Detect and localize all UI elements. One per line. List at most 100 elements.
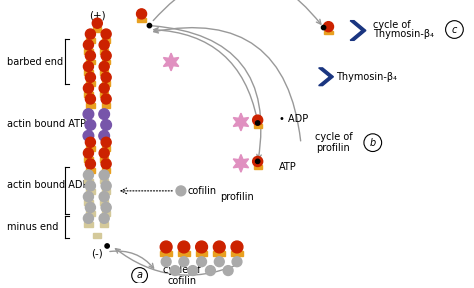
Bar — [84, 200, 92, 205]
Circle shape — [206, 266, 215, 276]
Circle shape — [253, 156, 263, 166]
Circle shape — [188, 266, 198, 276]
Bar — [84, 179, 92, 183]
Bar — [84, 70, 92, 75]
Circle shape — [170, 266, 180, 276]
Bar — [86, 103, 94, 108]
Circle shape — [231, 241, 243, 253]
Bar — [100, 70, 108, 75]
Circle shape — [232, 257, 242, 267]
Bar — [102, 60, 110, 65]
Circle shape — [99, 170, 109, 180]
Circle shape — [255, 159, 260, 164]
Circle shape — [83, 192, 93, 202]
Text: ATP: ATP — [279, 162, 297, 172]
Bar — [100, 157, 108, 162]
Circle shape — [99, 109, 109, 120]
Bar — [102, 211, 110, 216]
Circle shape — [99, 148, 109, 158]
Bar — [160, 251, 172, 256]
Bar — [86, 168, 94, 173]
Circle shape — [160, 241, 172, 253]
Polygon shape — [350, 21, 366, 40]
Circle shape — [83, 40, 93, 50]
Text: actin bound ADP: actin bound ADP — [7, 180, 88, 190]
Circle shape — [196, 241, 208, 253]
FancyArrowPatch shape — [154, 28, 301, 141]
Bar — [86, 146, 94, 151]
Bar — [100, 200, 108, 205]
Circle shape — [85, 181, 95, 191]
Bar — [93, 27, 101, 32]
Circle shape — [85, 51, 95, 61]
Circle shape — [83, 170, 93, 180]
Circle shape — [85, 94, 95, 104]
Bar — [86, 190, 94, 194]
FancyArrowPatch shape — [110, 251, 154, 268]
Circle shape — [101, 202, 111, 213]
Bar — [84, 92, 92, 97]
Bar — [84, 222, 92, 227]
Text: Thymosin-β₄: Thymosin-β₄ — [373, 29, 434, 39]
Bar — [102, 146, 110, 151]
Bar — [102, 81, 110, 86]
Circle shape — [197, 257, 207, 267]
Bar — [254, 165, 262, 169]
Circle shape — [85, 120, 96, 130]
Circle shape — [83, 148, 93, 158]
Polygon shape — [164, 53, 179, 71]
Circle shape — [83, 130, 94, 141]
Bar — [254, 124, 262, 128]
Circle shape — [83, 213, 93, 223]
Bar — [324, 31, 333, 35]
FancyArrowPatch shape — [153, 0, 321, 24]
Text: c: c — [452, 24, 457, 35]
FancyArrowPatch shape — [154, 28, 257, 119]
Circle shape — [99, 83, 109, 93]
Circle shape — [83, 83, 93, 93]
Bar — [196, 251, 208, 256]
Bar — [213, 251, 225, 256]
Circle shape — [83, 109, 94, 120]
Circle shape — [99, 40, 109, 50]
Circle shape — [99, 130, 109, 141]
Circle shape — [85, 137, 95, 147]
Text: minus end: minus end — [7, 222, 58, 232]
Text: barbed end: barbed end — [7, 57, 63, 67]
Text: • ADP: • ADP — [279, 114, 309, 124]
Circle shape — [85, 202, 95, 213]
Bar — [231, 251, 243, 256]
Circle shape — [101, 94, 111, 104]
Circle shape — [161, 257, 171, 267]
Bar — [178, 251, 190, 256]
Bar — [137, 18, 146, 22]
FancyArrowPatch shape — [116, 249, 237, 275]
Circle shape — [179, 257, 189, 267]
Bar — [86, 81, 94, 86]
Bar — [93, 233, 101, 238]
Bar — [102, 38, 110, 43]
Circle shape — [223, 266, 233, 276]
Polygon shape — [233, 113, 248, 131]
Bar — [102, 168, 110, 173]
Circle shape — [321, 25, 326, 30]
Circle shape — [323, 22, 334, 32]
Bar — [102, 190, 110, 194]
Bar — [100, 92, 108, 97]
Circle shape — [101, 51, 111, 61]
Circle shape — [83, 62, 93, 71]
Circle shape — [92, 18, 102, 28]
Bar — [100, 222, 108, 227]
Circle shape — [99, 213, 109, 223]
Circle shape — [176, 186, 186, 196]
Text: cycle of: cycle of — [373, 20, 410, 30]
Circle shape — [253, 115, 263, 125]
Circle shape — [213, 241, 225, 253]
Bar — [84, 49, 92, 54]
Circle shape — [101, 181, 111, 191]
Circle shape — [105, 244, 109, 248]
Bar — [86, 38, 94, 43]
Text: cycle of
profilin: cycle of profilin — [315, 132, 352, 154]
Bar — [86, 60, 94, 65]
Text: cofilin: cofilin — [188, 186, 217, 196]
